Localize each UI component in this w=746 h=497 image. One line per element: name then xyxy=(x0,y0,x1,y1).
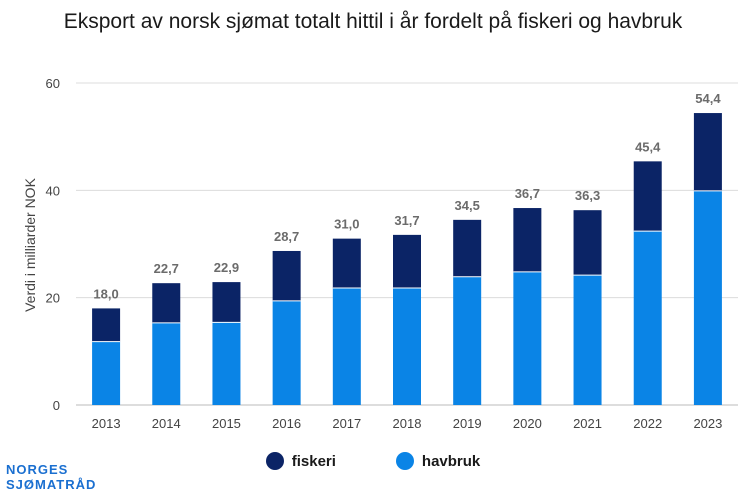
bar-havbruk xyxy=(693,190,722,405)
legend-swatch-fiskeri xyxy=(265,452,284,470)
data-label: 54,4 xyxy=(695,91,721,106)
bar-fiskeri xyxy=(693,113,722,191)
bar-fiskeri xyxy=(633,161,662,232)
y-axis-label: Verdi i milliarder NOK xyxy=(22,177,38,311)
legend-label-havbruk: havbruk xyxy=(421,452,481,470)
bar-havbruk xyxy=(152,322,181,405)
bar-fiskeri xyxy=(573,210,602,276)
data-label: 31,7 xyxy=(394,213,419,228)
y-tick-label: 0 xyxy=(53,398,60,413)
legend-label-fiskeri: fiskeri xyxy=(291,452,336,470)
data-label: 36,7 xyxy=(515,186,540,201)
bar-havbruk xyxy=(332,288,361,405)
bar-fiskeri xyxy=(212,282,241,323)
bar-havbruk xyxy=(393,288,421,405)
x-tick-label: 2023 xyxy=(693,416,722,431)
x-tick-label: 2017 xyxy=(332,416,361,431)
bar-havbruk xyxy=(92,341,121,405)
bar-havbruk xyxy=(453,276,482,405)
logo-line-1: NORGES xyxy=(6,462,69,477)
bar-fiskeri xyxy=(393,234,421,289)
data-label: 36,3 xyxy=(575,188,600,203)
x-tick-label: 2015 xyxy=(212,416,241,431)
bar-havbruk xyxy=(212,322,241,405)
x-tick-label: 2018 xyxy=(393,416,422,431)
chart-title: Eksport av norsk sjømat totalt hittil i … xyxy=(63,10,683,33)
legend-item-fiskeri[interactable]: fiskeri xyxy=(265,452,336,470)
legend-swatch-havbruk xyxy=(395,452,414,470)
bar-havbruk xyxy=(513,271,542,405)
data-label: 18,0 xyxy=(93,286,118,301)
data-label: 28,7 xyxy=(274,229,299,244)
x-tick-label: 2013 xyxy=(92,416,121,431)
bar-fiskeri xyxy=(513,208,542,272)
x-tick-label: 2016 xyxy=(272,416,301,431)
data-label: 45,4 xyxy=(635,139,661,154)
bar-fiskeri xyxy=(332,238,361,289)
data-label: 34,5 xyxy=(455,198,480,213)
data-label: 22,9 xyxy=(214,260,239,275)
data-label: 31,0 xyxy=(334,217,359,232)
data-label: 22,7 xyxy=(154,261,179,276)
legend-item-havbruk[interactable]: havbruk xyxy=(395,452,481,470)
bar-fiskeri xyxy=(453,219,482,277)
x-tick-label: 2021 xyxy=(573,416,602,431)
logo-line-2: SJØMATRÅD xyxy=(6,477,97,492)
brand-logo: NORGES SJØMATRÅD xyxy=(6,462,96,492)
y-tick-label: 60 xyxy=(46,76,60,91)
y-tick-label: 20 xyxy=(46,291,60,306)
bar-fiskeri xyxy=(152,283,181,323)
bar-havbruk xyxy=(633,231,662,405)
bar-havbruk xyxy=(573,275,602,405)
y-tick-label: 40 xyxy=(46,183,60,198)
x-tick-label: 2022 xyxy=(633,416,662,431)
bar-chart: Verdi i milliarder NOK 0 20 40 60 18,0 2013 2… xyxy=(22,76,738,431)
bar-fiskeri xyxy=(272,250,301,301)
legend: fiskeri havbruk xyxy=(0,452,746,470)
x-tick-label: 2020 xyxy=(513,416,542,431)
x-tick-label: 2014 xyxy=(152,416,181,431)
bar-fiskeri xyxy=(92,308,121,342)
x-tick-label: 2019 xyxy=(453,416,482,431)
bar-havbruk xyxy=(272,300,301,405)
